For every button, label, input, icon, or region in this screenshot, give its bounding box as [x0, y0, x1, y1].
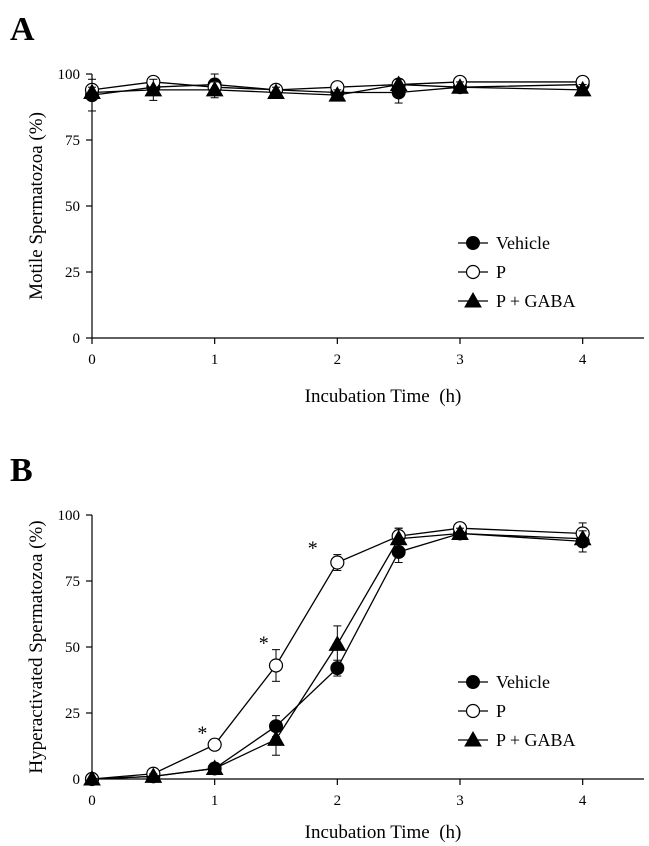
legend-marker — [465, 264, 481, 280]
legend-label: Vehicle — [496, 672, 550, 692]
y-tick-label: 0 — [73, 331, 81, 347]
data-point — [205, 80, 224, 97]
y-tick-label: 50 — [65, 640, 80, 656]
data-point — [330, 555, 345, 570]
data-point — [389, 75, 408, 92]
legend: Vehicle P P + GABA — [458, 233, 576, 311]
data-point — [205, 759, 224, 775]
x-tick-label: 1 — [211, 352, 219, 368]
data-point — [268, 658, 284, 673]
significance-marker: * — [259, 633, 269, 655]
legend-label: P — [496, 262, 506, 282]
series-line — [91, 527, 583, 780]
x-tick-label: 3 — [456, 352, 464, 368]
data-point — [330, 661, 345, 676]
legend-label: Vehicle — [496, 233, 550, 253]
y-tick-label: 0 — [73, 772, 81, 788]
data-point — [267, 730, 285, 746]
legend-label: P + GABA — [496, 291, 576, 311]
data-point — [573, 529, 592, 546]
data-point — [83, 83, 101, 99]
y-tick-label: 100 — [58, 67, 81, 83]
legend: Vehicle P P + GABA — [458, 672, 576, 750]
y-tick-label: 25 — [65, 265, 80, 281]
legend-item: P — [458, 262, 506, 282]
y-tick-label: 100 — [58, 508, 81, 524]
x-tick-label: 4 — [579, 793, 587, 809]
y-tick-label: 75 — [65, 574, 80, 590]
series-line — [91, 81, 583, 91]
data-point — [267, 83, 285, 99]
series-filled-triangle — [83, 524, 592, 786]
y-axis-label: Hyperactivated Spermatozoa (%) — [26, 520, 47, 773]
series-line — [91, 532, 583, 780]
y-tick-label: 75 — [65, 133, 80, 149]
x-tick-label: 4 — [579, 352, 587, 368]
data-point — [573, 80, 592, 97]
series-filled-triangle — [83, 75, 592, 102]
data-point — [144, 767, 163, 783]
legend-marker — [466, 675, 480, 689]
significance-marker: * — [308, 538, 318, 560]
x-tick-label: 1 — [211, 793, 219, 809]
panel-label: B — [10, 452, 33, 489]
series-line — [91, 83, 583, 96]
legend-item: P — [458, 701, 506, 721]
x-axis-label: Incubation Time (h) — [305, 822, 462, 843]
y-tick-label: 50 — [65, 199, 80, 215]
legend-marker — [464, 730, 482, 747]
x-axis-label: Incubation Time (h) — [305, 386, 462, 407]
series-line — [91, 83, 583, 96]
data-point — [451, 524, 469, 540]
legend-marker — [466, 236, 480, 250]
data-point — [389, 529, 408, 546]
legend-item: Vehicle — [458, 672, 550, 692]
data-point — [83, 769, 101, 786]
x-tick-label: 2 — [334, 793, 342, 809]
y-tick-label: 25 — [65, 706, 80, 722]
chart-panel-a: A 0 25 50 75 100 0 1 2 3 4 Incubation Time (h) Motil… — [10, 11, 644, 407]
y-axis-label: Motile Spermatozoa (%) — [26, 112, 47, 300]
legend-label: P + GABA — [496, 730, 576, 750]
data-point — [144, 80, 163, 97]
x-tick-label: 0 — [88, 352, 96, 368]
data-point — [328, 86, 347, 102]
chart-panel-b: B 0 25 50 75 100 0 1 2 3 4 Incubation Time (h) Hyper… — [10, 452, 644, 843]
legend-label: P — [496, 701, 506, 721]
legend-item: Vehicle — [458, 233, 550, 253]
significance-marker: * — [197, 722, 207, 744]
data-point — [451, 78, 469, 94]
x-tick-label: 2 — [334, 352, 342, 368]
legend-marker — [465, 703, 481, 719]
x-tick-label: 0 — [88, 793, 96, 809]
legend-marker — [464, 291, 482, 308]
legend-item: P + GABA — [458, 730, 576, 750]
x-tick-label: 3 — [456, 793, 464, 809]
data-point — [328, 635, 347, 651]
data-point — [207, 737, 222, 752]
legend-item: P + GABA — [458, 291, 576, 311]
panel-label: A — [10, 11, 35, 48]
